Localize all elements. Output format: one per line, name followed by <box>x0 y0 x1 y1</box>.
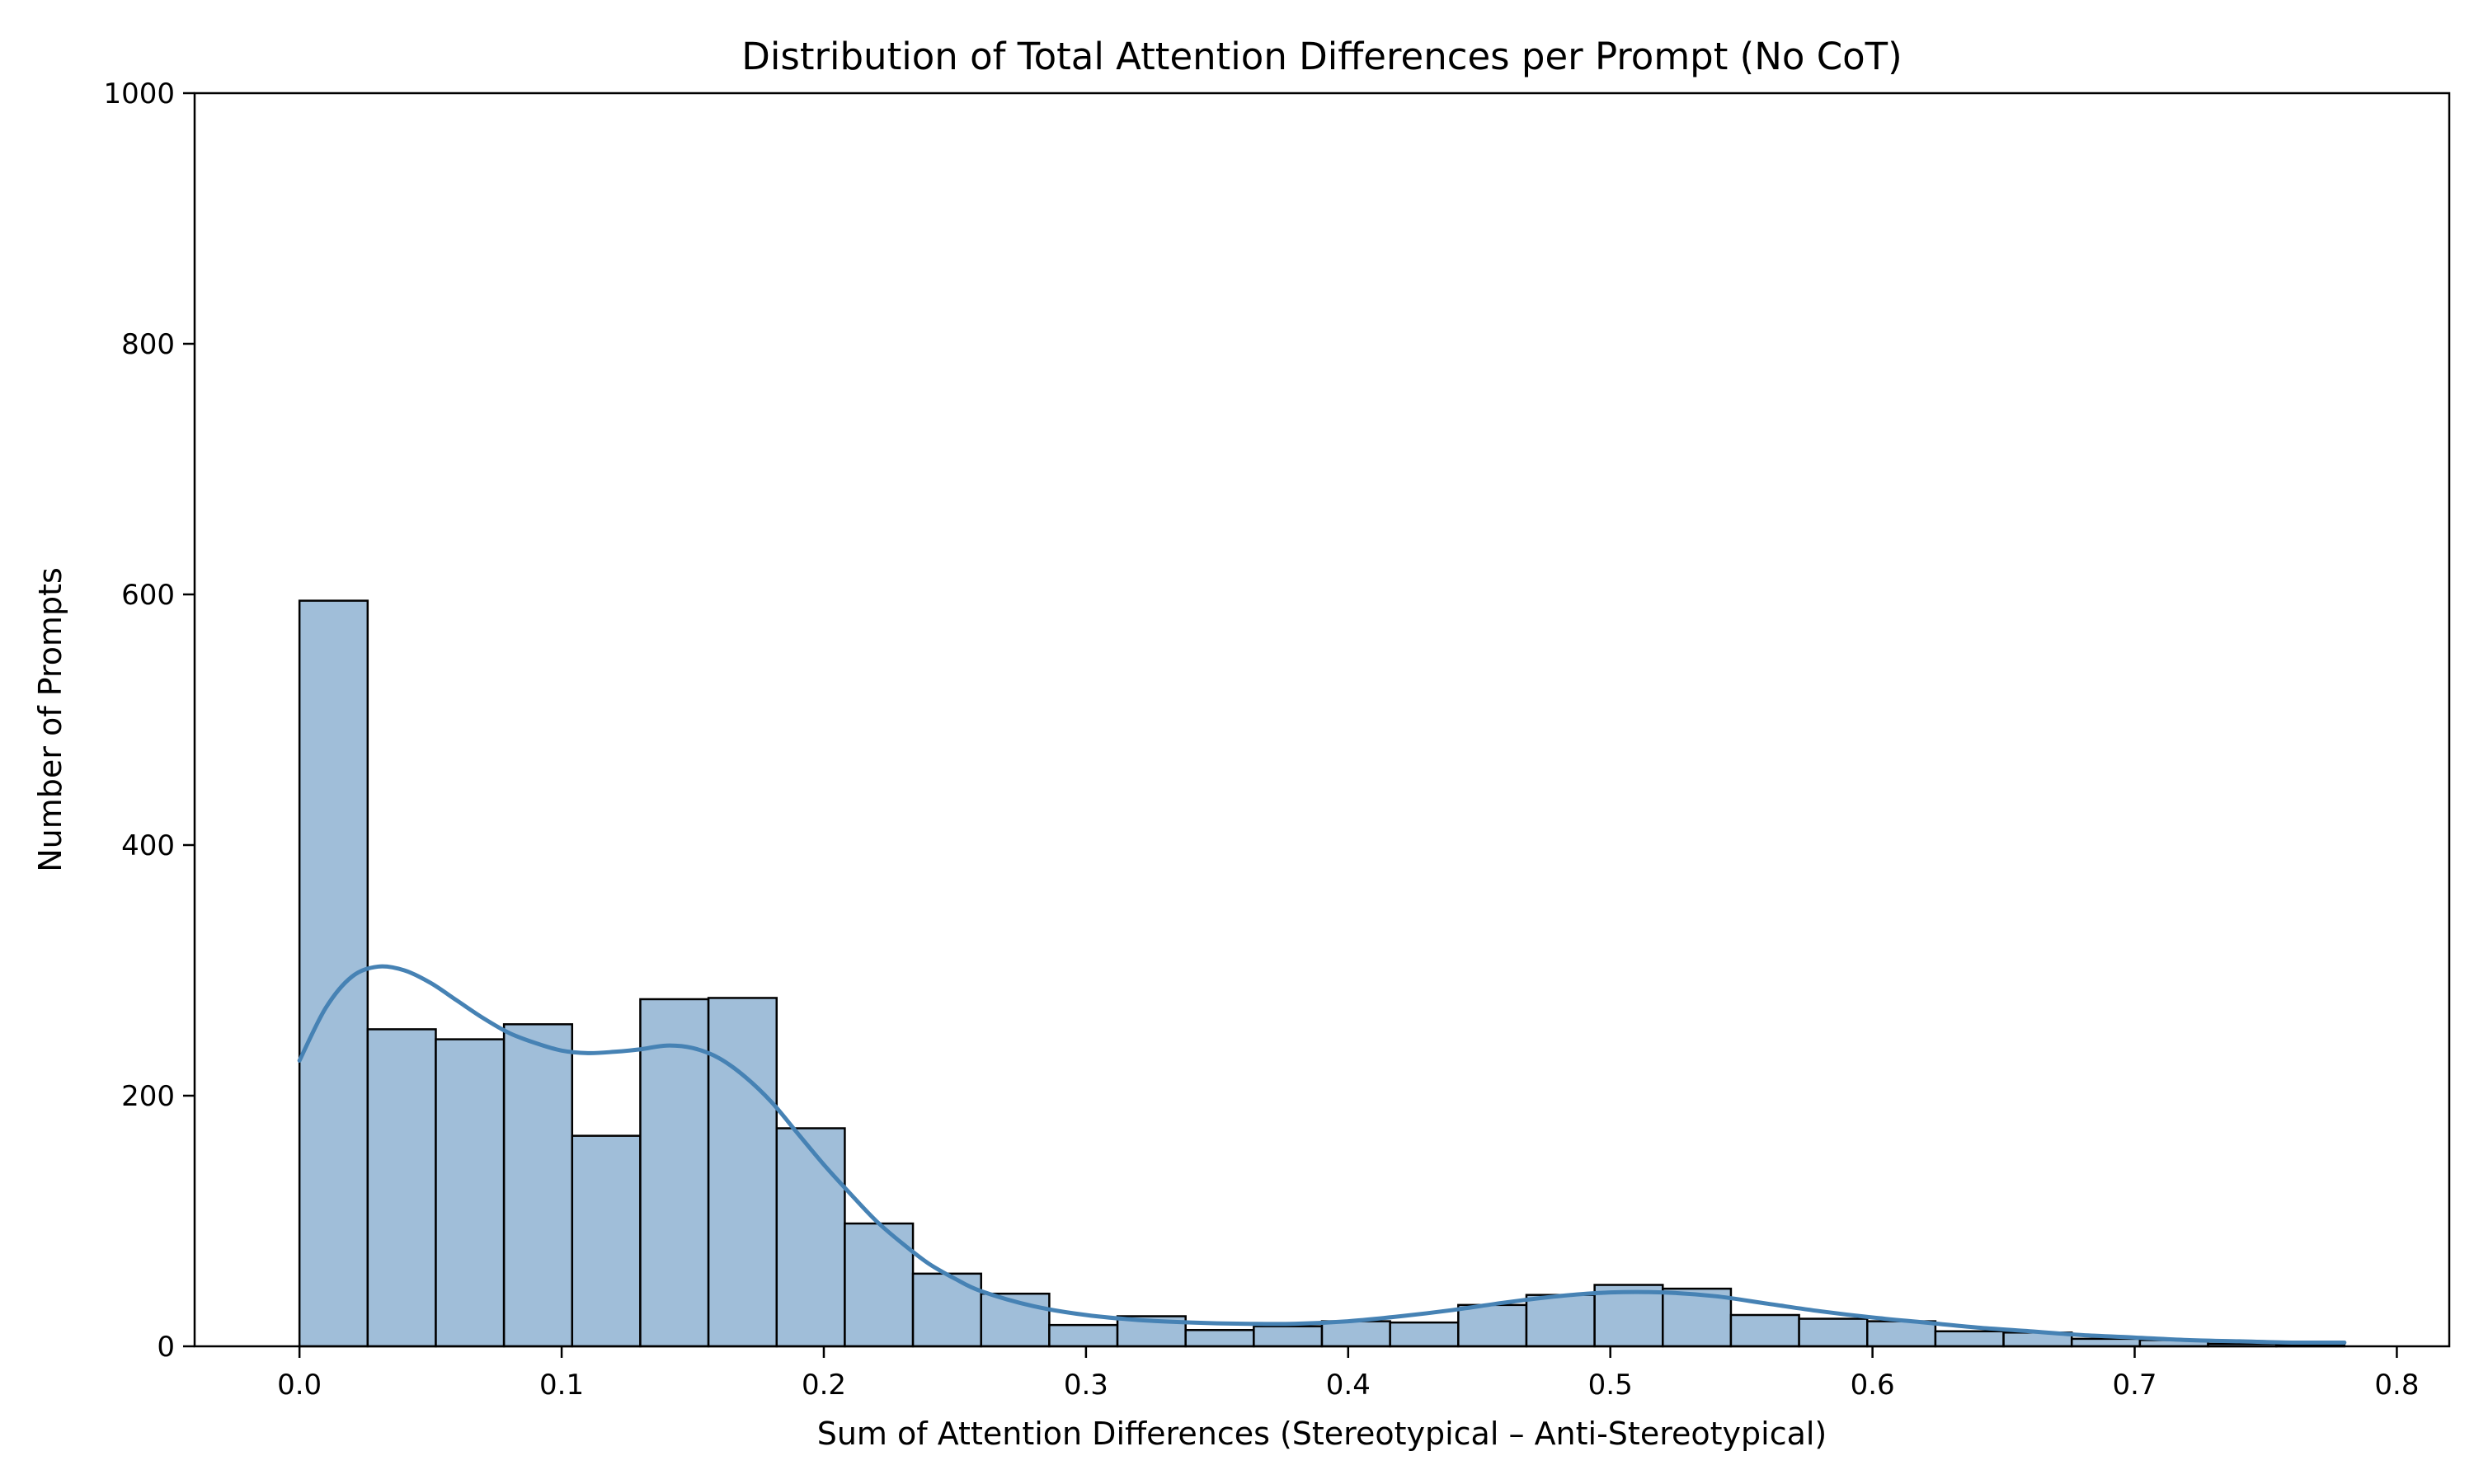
histogram-bar <box>1934 1330 2005 1348</box>
histogram-bar <box>502 1023 574 1348</box>
kde-curve-group <box>297 964 2347 1345</box>
x-tick-label: 0.2 <box>802 1369 846 1402</box>
histogram-bar <box>435 1038 506 1348</box>
x-axis-label: Sum of Attention Differences (Stereotypi… <box>817 1416 1827 1452</box>
y-tick-label: 1000 <box>103 77 175 110</box>
histogram-bar <box>639 998 710 1348</box>
histogram-bar <box>366 1028 437 1348</box>
histogram-bar <box>1798 1317 1869 1348</box>
x-axis-ticks: 0.0 0.1 0.2 0.3 0.4 0.5 0.6 0.7 0.8 <box>277 1346 2419 1402</box>
histogram-bars <box>298 599 2346 1348</box>
y-tick-label: 600 <box>121 579 175 612</box>
x-tick-label: 0.4 <box>1326 1369 1371 1402</box>
histogram-bar <box>707 997 778 1348</box>
kde-line <box>297 964 2347 1345</box>
histogram-bar <box>1865 1320 1937 1348</box>
y-axis-ticks: 0 200 400 600 800 1000 <box>103 77 195 1364</box>
y-axis-label: Number of Prompts <box>32 567 68 872</box>
y-tick-label: 0 <box>157 1331 175 1364</box>
x-tick-label: 0.7 <box>2112 1369 2157 1402</box>
histogram-bar <box>911 1272 982 1348</box>
plot-frame <box>193 92 2451 1348</box>
histogram-bar <box>1048 1323 1119 1348</box>
x-tick-label: 0.3 <box>1064 1369 1108 1402</box>
y-tick-label: 200 <box>121 1080 175 1113</box>
histogram-bar <box>1184 1328 1255 1348</box>
histogram-bar <box>2070 1337 2142 1348</box>
histogram-bar <box>775 1127 846 1348</box>
y-tick-label: 400 <box>121 829 175 862</box>
histogram-bar <box>1457 1303 1528 1348</box>
y-tick-label: 800 <box>121 328 175 361</box>
histogram-bar <box>1729 1313 1800 1348</box>
histogram-bar <box>1253 1325 1324 1348</box>
x-tick-label: 0.5 <box>1588 1369 1633 1402</box>
histogram-bar <box>571 1134 642 1348</box>
histogram-bar <box>1525 1294 1596 1348</box>
x-tick-label: 0.0 <box>277 1369 322 1402</box>
histogram-bar <box>1389 1321 1460 1348</box>
x-tick-label: 0.8 <box>2374 1369 2419 1402</box>
x-tick-label: 0.1 <box>539 1369 584 1402</box>
histogram-bar <box>1593 1284 1664 1348</box>
histogram-bar <box>1320 1320 1391 1348</box>
chart-title: Distribution of Total Attention Differen… <box>741 35 1902 78</box>
histogram-bar <box>980 1292 1051 1348</box>
x-tick-label: 0.6 <box>1851 1369 1895 1402</box>
